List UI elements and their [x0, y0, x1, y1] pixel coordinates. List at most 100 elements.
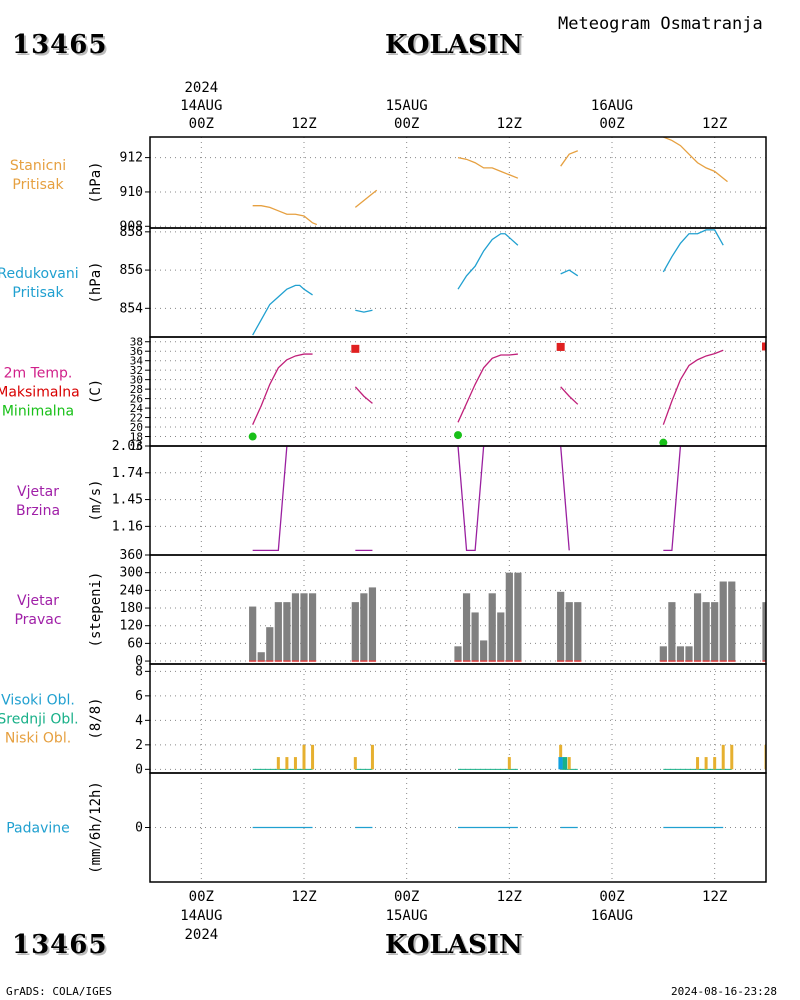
bar [685, 646, 693, 662]
bar [488, 593, 496, 662]
time-tick-label-bottom: 00Z [394, 889, 419, 905]
y-tick-label: 4 [135, 713, 143, 728]
bar [283, 602, 291, 662]
generation-timestamp: 2024-08-16-23:28 [671, 985, 777, 998]
bar [370, 744, 374, 770]
time-date-label-top: 14AUG [180, 98, 222, 114]
time-tick-label-top: 00Z [189, 116, 214, 132]
series-line [663, 137, 728, 183]
bar [311, 744, 315, 770]
panel-label: Brzina [16, 503, 60, 519]
bar [300, 593, 308, 662]
y-tick-label: 36 [130, 345, 143, 358]
panel-frame [149, 772, 767, 883]
series-line [457, 353, 518, 423]
y-tick-label: 26 [130, 393, 143, 406]
y-tick-label: 180 [120, 601, 143, 616]
series-line [457, 233, 519, 290]
panel-frame [149, 663, 767, 774]
series-line [662, 349, 724, 425]
y-tick-label: 8 [135, 664, 143, 679]
y-tick-label: 1.74 [112, 466, 143, 481]
bar [780, 602, 787, 661]
series-line [560, 386, 579, 405]
series-line [766, 166, 783, 197]
bar [668, 602, 676, 662]
bar [704, 757, 708, 770]
time-tick-label-top: 12Z [291, 116, 316, 132]
bar [249, 606, 257, 662]
series-line [252, 353, 313, 425]
y-tick-label: 300 [120, 566, 143, 581]
station-name-bottom: KOLASIN [385, 930, 523, 960]
series-line [457, 446, 518, 552]
panel-label: Vjetar [17, 484, 59, 500]
bar [574, 602, 582, 662]
panel-label: Visoki Obl. [1, 693, 75, 709]
time-axis-bottom: 2024 00Z 14AUG 12Z 00Z 15AUG 12Z 00Z 16AUG 12Z [180, 889, 727, 940]
bar [713, 757, 717, 770]
bar [693, 593, 702, 662]
bar [454, 646, 462, 662]
bar [728, 581, 736, 662]
y-tick-label: 360 [120, 548, 143, 563]
series-line [560, 150, 579, 167]
bar [514, 572, 522, 662]
bar [257, 652, 265, 662]
bar [567, 757, 571, 770]
bar [762, 602, 766, 662]
panel-frame [149, 136, 767, 229]
time-tick-label-bottom: 00Z [189, 889, 214, 905]
series-line [662, 229, 724, 273]
bar [480, 640, 488, 662]
bar [276, 757, 280, 770]
series-line [355, 309, 373, 313]
unit-label: (8/8) [88, 697, 104, 739]
unit-label: (hPa) [88, 161, 104, 203]
bar [353, 757, 357, 770]
bar [676, 646, 685, 662]
y-tick-label: 1.45 [112, 493, 143, 508]
bar [368, 587, 377, 662]
y-tick-label: 32 [130, 364, 143, 377]
y-tick-label: 120 [120, 619, 143, 634]
panel-label: Pravac [14, 612, 61, 628]
bar [557, 591, 565, 662]
bar [773, 757, 776, 769]
panel-label: Stanicni [10, 158, 66, 174]
bar [771, 602, 778, 661]
time-axis-year-top: 2024 [184, 80, 218, 96]
y-tick-label: 6 [135, 689, 143, 704]
time-tick-label-top: 12Z [497, 116, 522, 132]
y-tick-label: 856 [120, 263, 143, 278]
series-line [765, 386, 766, 388]
y-tick-label: 908 [120, 219, 143, 234]
y-tick-label: 30 [130, 374, 143, 387]
station-id-top: 13465 [12, 30, 108, 60]
time-axis-year-bottom: 2024 [184, 927, 218, 940]
data-layer [248, 342, 766, 446]
time-date-label-bottom: 16AUG [591, 908, 633, 924]
bar [360, 593, 368, 662]
panel-label: 2m Temp. [4, 366, 73, 382]
y-tick-label: 24 [130, 402, 144, 415]
series-line [552, 446, 570, 551]
bar [719, 581, 727, 662]
bar [471, 612, 479, 662]
station-name-top: KOLASIN [385, 30, 523, 60]
bar [274, 602, 282, 662]
panel-label: Maksimalna [0, 385, 80, 401]
data-layer [252, 229, 766, 336]
time-tick-label-top: 12Z [702, 116, 727, 132]
bar [565, 602, 573, 662]
y-tick-label: 38 [130, 336, 143, 349]
series-line [457, 156, 519, 179]
y-tick-label: 20 [130, 421, 143, 434]
data-layer [252, 137, 783, 226]
bar [696, 757, 700, 770]
time-tick-label-bottom: 12Z [291, 889, 316, 905]
time-date-label-top: 16AUG [591, 98, 633, 114]
panel-label: Niski Obl. [5, 731, 71, 747]
min-temp-marker [248, 432, 257, 441]
panel-frame [149, 445, 767, 556]
